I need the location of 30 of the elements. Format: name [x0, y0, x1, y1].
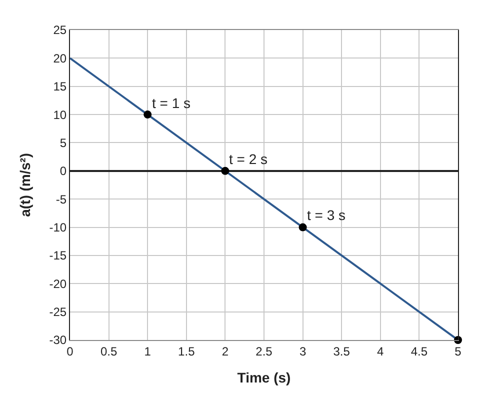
y-tick-label: -10 [49, 220, 67, 234]
y-tick-label: 25 [53, 23, 67, 38]
annotation: t = 3 s [307, 207, 346, 223]
point [298, 223, 307, 232]
x-tick-label: 4 [377, 344, 384, 358]
y-tick-label: -30 [49, 333, 67, 348]
x-axis-title: Time (s) [237, 370, 291, 386]
y-tick-label: 15 [53, 80, 67, 94]
point [221, 166, 230, 175]
y-tick-label: -25 [49, 305, 67, 320]
y-tick-label: 5 [60, 136, 67, 150]
x-tick-label: 4.5 [410, 344, 428, 358]
y-tick-label: -20 [49, 276, 67, 291]
x-tick-label: 5 [454, 344, 462, 358]
point [144, 110, 152, 119]
y-tick-label: -5 [56, 192, 67, 206]
x-tick-label: 1.5 [178, 344, 196, 358]
x-tick-label: 2 [222, 344, 229, 358]
x-tick-label: 2.5 [256, 344, 273, 358]
x-tick-label: 3 [299, 344, 306, 358]
y-tick-label: 0 [60, 164, 67, 178]
annotation: t = 1 s [152, 95, 191, 111]
x-tick-label: 1 [144, 344, 152, 358]
y-axis-title: a(t) (m/s²) [16, 153, 33, 217]
x-tick-label: 0.5 [100, 344, 118, 358]
y-tick-label: 10 [53, 108, 67, 122]
y-tick-label: 20 [53, 51, 67, 66]
annotation: t = 2 s [229, 151, 268, 167]
y-tick-label: -15 [49, 248, 67, 263]
x-tick-label: 3.5 [333, 344, 350, 358]
